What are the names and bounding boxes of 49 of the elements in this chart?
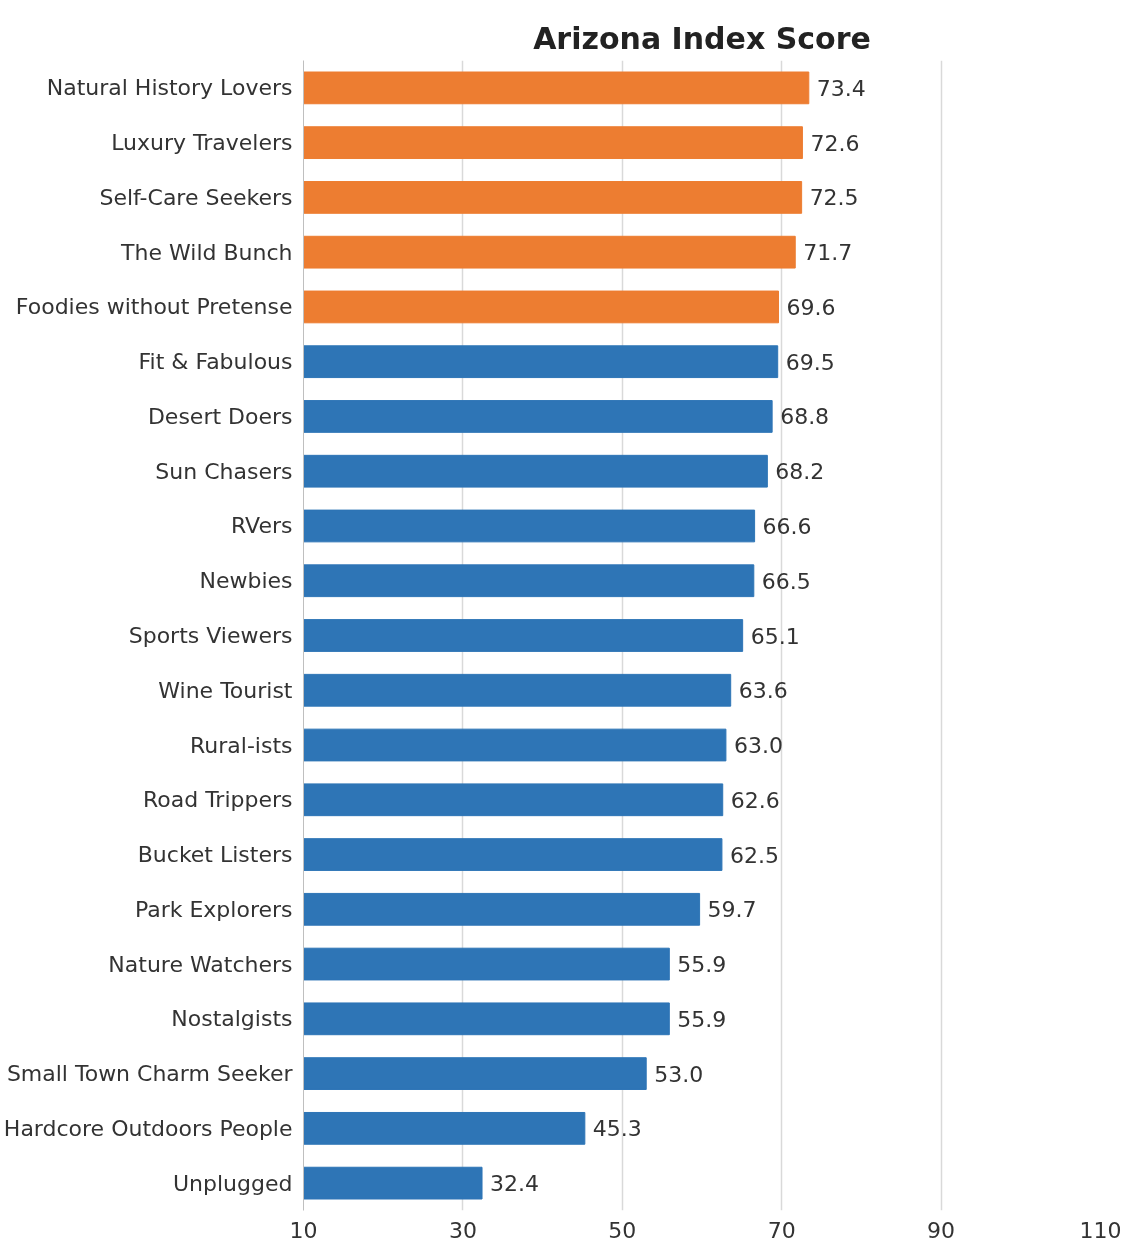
y-tick-label: Small Town Charm Seeker — [6, 1061, 294, 1087]
y-tick-label: Sun Chasers — [155, 458, 293, 484]
data-label: 59.7 — [707, 897, 757, 923]
data-label: 73.4 — [816, 75, 866, 101]
data-label: 32.4 — [490, 1171, 540, 1197]
data-label: 65.1 — [750, 623, 800, 649]
y-tick-label: Self-Care Seekers — [99, 184, 293, 210]
data-label: 69.5 — [785, 349, 835, 375]
y-tick-label: Sports Viewers — [128, 623, 293, 648]
data-label: 71.7 — [803, 240, 853, 266]
x-tick-label: 70 — [767, 1217, 796, 1243]
chart-title: Arizona Index Score — [533, 20, 871, 56]
data-label: 69.6 — [786, 294, 836, 320]
y-tick-label: Desert Doers — [147, 403, 293, 429]
data-label: 66.5 — [761, 568, 811, 594]
y-tick-label: Foodies without Pretense — [15, 294, 293, 320]
data-label: 62.5 — [729, 842, 779, 868]
data-label: 72.6 — [810, 130, 860, 156]
x-tick-label: 90 — [927, 1217, 956, 1243]
data-label: 63.6 — [738, 678, 788, 704]
y-tick-label: RVers — [231, 513, 293, 539]
data-label: 55.9 — [677, 952, 727, 978]
x-tick-label: 110 — [1079, 1217, 1122, 1243]
y-tick-label: Unplugged — [173, 1170, 293, 1196]
data-label: 68.8 — [780, 404, 830, 430]
data-label: 63.0 — [733, 733, 783, 759]
y-tick-label: Wine Tourist — [158, 677, 293, 703]
y-tick-label: The Wild Bunch — [120, 239, 293, 265]
y-tick-label: Luxury Travelers — [111, 130, 293, 156]
data-label: 53.0 — [654, 1061, 704, 1087]
y-tick-label: Nostalgists — [171, 1006, 293, 1032]
y-tick-label: Natural History Lovers — [46, 75, 293, 101]
data-label: 55.9 — [677, 1006, 727, 1032]
y-tick-label: Road Trippers — [142, 787, 293, 813]
y-tick-label: Rural-ists — [190, 732, 293, 758]
y-tick-label: Hardcore Outdoors People — [3, 1115, 293, 1141]
y-tick-label: Bucket Listers — [137, 842, 293, 868]
data-label: 62.6 — [730, 787, 780, 813]
data-label: 72.5 — [809, 185, 859, 211]
data-label: 68.2 — [775, 459, 825, 485]
y-tick-label: Fit & Fabulous — [138, 349, 293, 375]
x-tick-label: 10 — [289, 1217, 318, 1243]
y-tick-label: Park Explorers — [134, 896, 293, 922]
data-label: 45.3 — [592, 1116, 642, 1142]
x-tick-label: 30 — [448, 1217, 477, 1243]
data-label: 66.6 — [762, 513, 812, 539]
x-tick-label: 50 — [608, 1217, 637, 1243]
y-tick-label: Newbies — [199, 568, 293, 594]
y-tick-label: Nature Watchers — [108, 951, 293, 977]
